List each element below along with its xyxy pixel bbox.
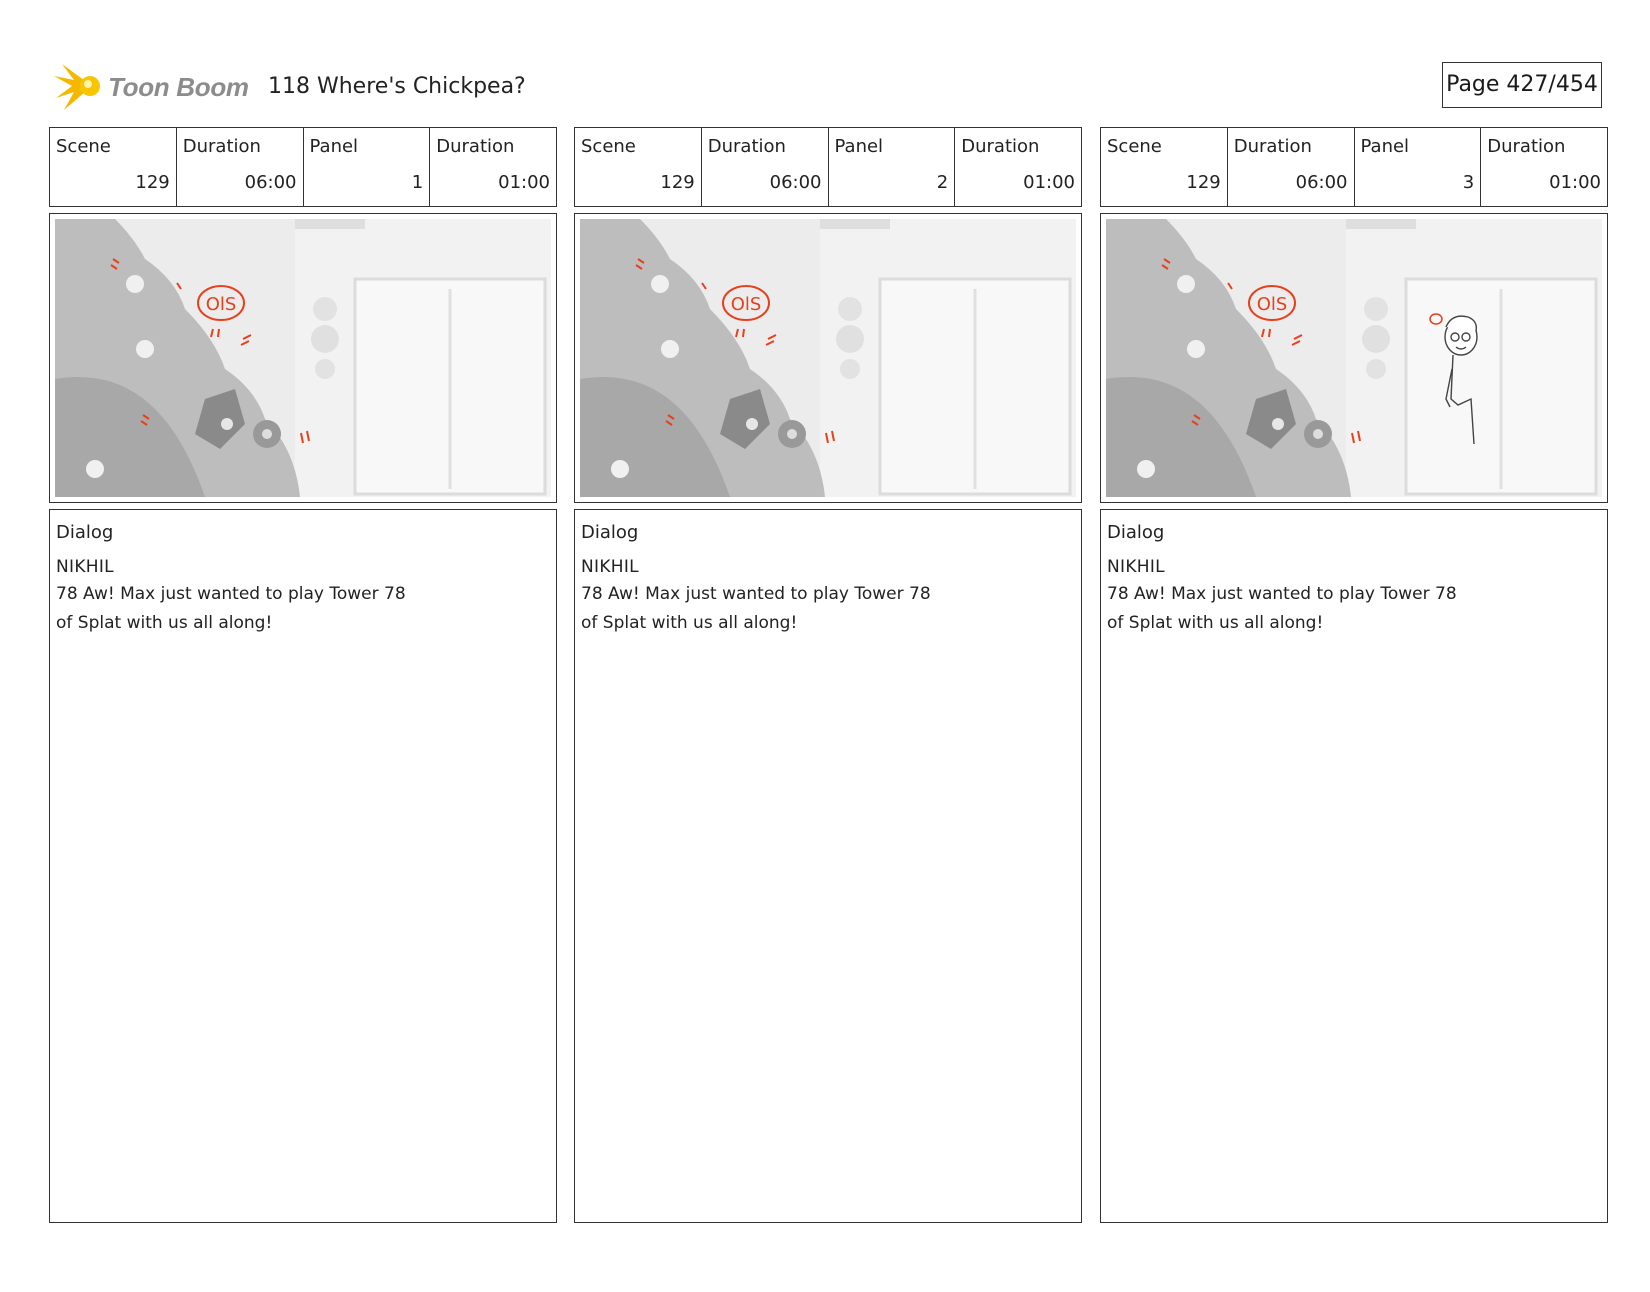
dialog-line-2: of Splat with us all along! [581, 613, 798, 633]
scene-value: 129 [660, 172, 695, 193]
scene-duration-cell: Duration 06:00 [1228, 128, 1355, 206]
dialog-label: Dialog [56, 522, 114, 543]
storyboard-drawing: OlS [55, 219, 551, 497]
duration-label: Duration [1233, 136, 1312, 157]
panel-value: 1 [411, 172, 424, 193]
timing-annotation: OlS [731, 294, 762, 315]
document-title: 118 Where's Chickpea? [268, 74, 526, 99]
panel-duration-cell: Duration 01:00 [1481, 128, 1607, 206]
panel-cell: Panel 1 [304, 128, 431, 206]
scene-cell: Scene 129 [575, 128, 702, 206]
storyboard-drawing: OlS [1106, 219, 1602, 497]
page-header: Toon Boom 118 Where's Chickpea? Page 427… [52, 56, 1612, 116]
panel-info-row: Scene 129 Duration 06:00 Panel 3 Duratio… [1100, 127, 1608, 207]
duration-label: Duration [436, 136, 515, 157]
duration-label: Duration [707, 136, 786, 157]
panel-info-row: Scene 129 Duration 06:00 Panel 2 Duratio… [574, 127, 1082, 207]
panel-frame: OlS [574, 213, 1082, 503]
panel-value: 3 [1462, 172, 1475, 193]
panel-label: Panel [834, 136, 884, 157]
panel-label: Panel [1360, 136, 1410, 157]
scene-value: 129 [1186, 172, 1221, 193]
scene-duration-cell: Duration 06:00 [177, 128, 304, 206]
scene-value: 129 [135, 172, 170, 193]
panel-duration-value: 01:00 [1549, 172, 1601, 193]
panel-info-row: Scene 129 Duration 06:00 Panel 1 Duratio… [49, 127, 557, 207]
duration-label: Duration [182, 136, 261, 157]
character-sketch [1444, 315, 1478, 445]
scene-duration-value: 06:00 [769, 172, 822, 193]
panel-frame: OlS [1100, 213, 1608, 503]
scene-cell: Scene 129 [50, 128, 177, 206]
dialog-label: Dialog [1107, 522, 1165, 543]
scene-duration-cell: Duration 06:00 [702, 128, 829, 206]
scene-duration-value: 06:00 [244, 172, 297, 193]
scene-cell: Scene 129 [1101, 128, 1228, 206]
dialog-box: Dialog NIKHIL 78 Aw! Max just wanted to … [49, 509, 557, 1223]
dialog-line-1: 78 Aw! Max just wanted to play Tower 78 [581, 584, 931, 604]
storyboard-drawing: OlS [580, 219, 1076, 497]
toon-boom-logo: Toon Boom [52, 58, 252, 114]
speaker-name: NIKHIL [1107, 557, 1165, 577]
dialog-line-1: 78 Aw! Max just wanted to play Tower 78 [1107, 584, 1457, 604]
panel-label: Panel [309, 136, 359, 157]
scene-duration-value: 06:00 [1295, 172, 1348, 193]
panel-duration-cell: Duration 01:00 [430, 128, 556, 206]
duration-label: Duration [961, 136, 1040, 157]
scene-label: Scene [56, 136, 111, 157]
timing-annotation: OlS [1257, 294, 1288, 315]
starburst-icon [54, 64, 100, 110]
panel-value: 2 [936, 172, 949, 193]
panel-duration-value: 01:00 [498, 172, 550, 193]
scene-label: Scene [581, 136, 636, 157]
speaker-name: NIKHIL [56, 557, 114, 577]
timing-annotation: OlS [206, 294, 237, 315]
dialog-line-2: of Splat with us all along! [1107, 613, 1324, 633]
duration-label: Duration [1487, 136, 1566, 157]
dialog-line-1: 78 Aw! Max just wanted to play Tower 78 [56, 584, 406, 604]
scene-label: Scene [1107, 136, 1162, 157]
page-indicator: Page 427/454 [1442, 62, 1602, 108]
dialog-label: Dialog [581, 522, 639, 543]
panel-duration-cell: Duration 01:00 [955, 128, 1081, 206]
dialog-box: Dialog NIKHIL 78 Aw! Max just wanted to … [1100, 509, 1608, 1223]
panel-duration-value: 01:00 [1023, 172, 1075, 193]
speaker-name: NIKHIL [581, 557, 639, 577]
logo-text: Toon Boom [108, 72, 249, 102]
panel-frame: OlS [49, 213, 557, 503]
dialog-box: Dialog NIKHIL 78 Aw! Max just wanted to … [574, 509, 1082, 1223]
panel-cell: Panel 3 [1355, 128, 1482, 206]
panel-cell: Panel 2 [829, 128, 956, 206]
dialog-line-2: of Splat with us all along! [56, 613, 273, 633]
